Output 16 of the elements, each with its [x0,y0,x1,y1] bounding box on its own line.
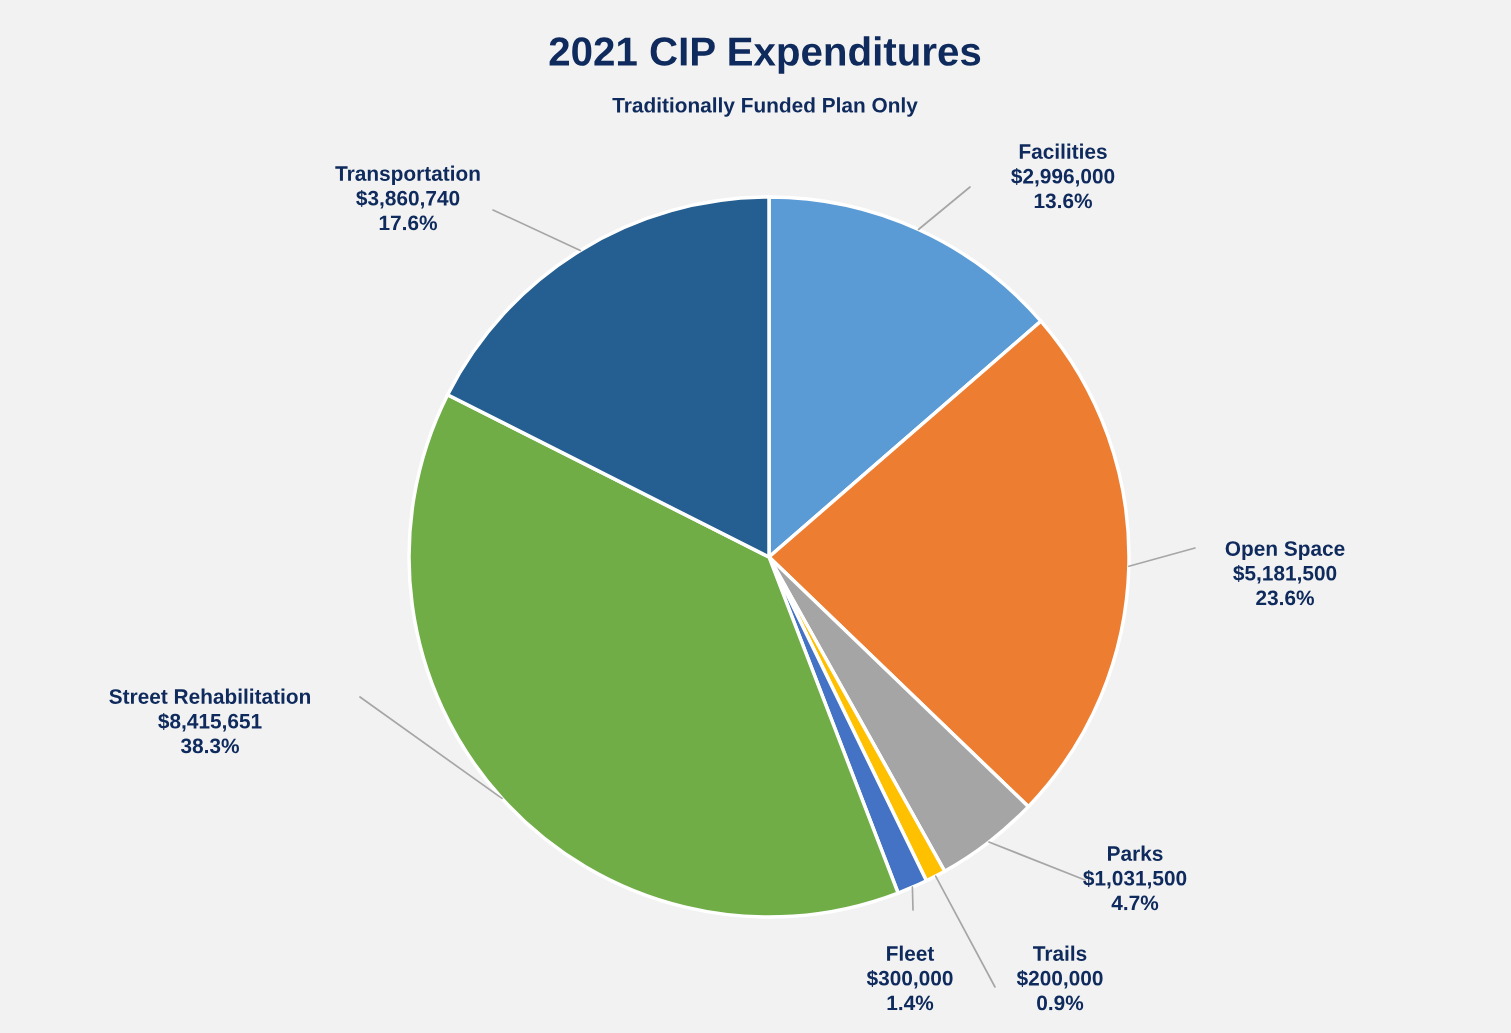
chart-subtitle: Traditionally Funded Plan Only [612,97,918,117]
slice-label: Transportation [335,165,480,186]
data-label: $1,031,500 4.7% [1083,869,1187,911]
data-label: $200,000 0.9% [1016,969,1103,1011]
slice-label: Facilities [1019,143,1107,159]
data-label: $3,860,740 17.6% [356,189,460,231]
slice-label: Fleet [887,945,935,961]
slice-label: Street Rehabilitation [109,688,310,704]
data-label: $5,181,500 23.6% [1233,564,1337,606]
data-label: $2,996,000 13.6% [1011,167,1115,209]
slice-label: Open Space [1225,541,1345,561]
data-label: $300,000 1.4% [866,969,953,1011]
chart-title: 2021 CIP Expenditures [549,36,981,74]
slice-label: Trails [1033,945,1087,961]
slice-label: Parks [1108,845,1163,861]
data-label: $8,415,651 38.3% [158,712,262,754]
